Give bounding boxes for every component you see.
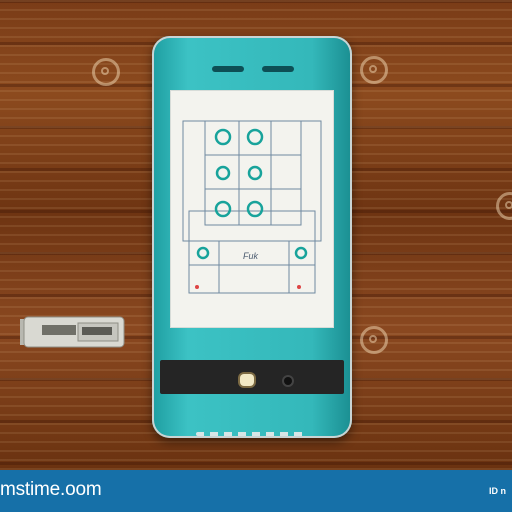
footer-bar: mstime.oom ID n — [0, 470, 512, 512]
sketch-label: Fuk — [243, 251, 259, 261]
watermark-icon — [360, 326, 388, 354]
footer-brand: mstime.oom — [0, 479, 102, 500]
watermark-icon — [360, 56, 388, 84]
phone-bottom-grille — [196, 432, 308, 436]
wireframe-sketch — [182, 120, 322, 294]
phone-speaker-icon — [212, 66, 244, 72]
usb-connector-icon — [20, 316, 125, 348]
watermark-icon — [92, 58, 120, 86]
footer-image-id: ID n — [489, 486, 506, 496]
smartphone: Fuk — [152, 36, 352, 438]
phone-speaker-icon — [262, 66, 294, 72]
phone-screen: Fuk — [170, 90, 334, 328]
camera-lens-icon — [284, 377, 292, 385]
camera-flash-icon — [240, 374, 254, 386]
